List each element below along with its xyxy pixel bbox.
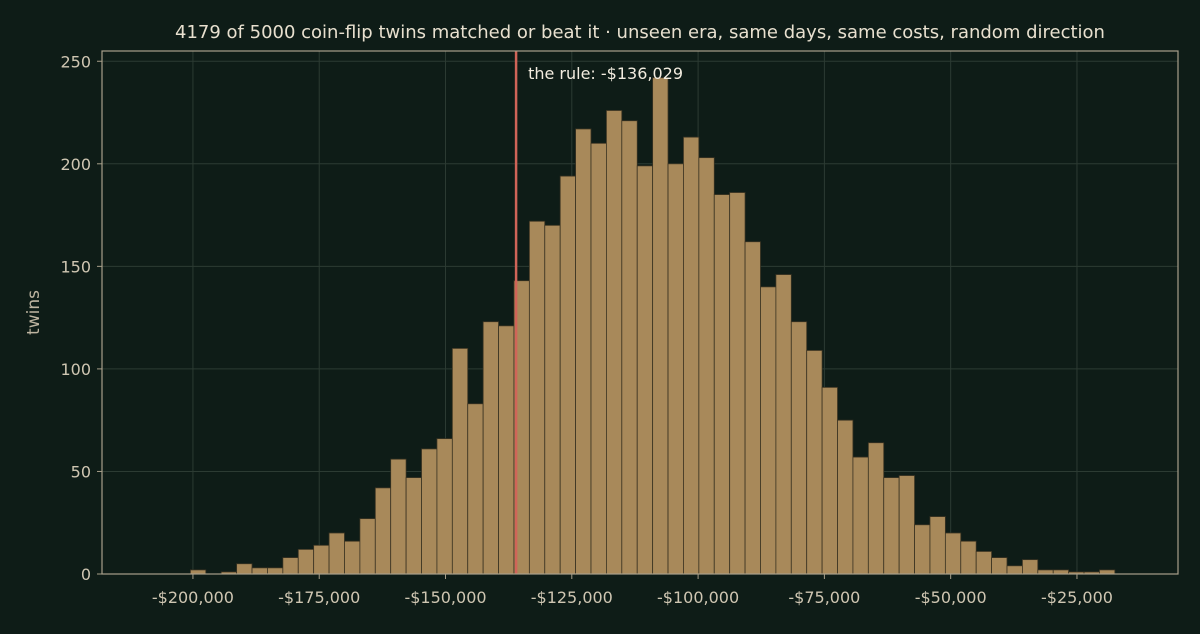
histogram-bar	[405, 477, 422, 575]
x-tick-label-3: -$125,000	[531, 588, 613, 607]
histogram-bar	[775, 274, 792, 575]
y-tick-label-2: 100	[60, 360, 91, 379]
histogram-bar	[451, 347, 469, 575]
x-tick-label-4: -$100,000	[657, 588, 739, 607]
plot-frame	[101, 50, 1179, 575]
histogram-bar	[606, 110, 623, 575]
grid-lines	[102, 51, 1178, 575]
histogram-bar	[421, 448, 438, 575]
histogram-bar	[436, 438, 453, 575]
histogram-bar	[467, 403, 484, 575]
x-axis-ticks: -$200,000 -$175,000 -$150,000 -$125,000 -$10…	[152, 574, 1113, 607]
histogram-bar	[1006, 565, 1023, 575]
histogram-bar	[852, 456, 869, 575]
x-tick-label-7: -$25,000	[1041, 588, 1113, 607]
histogram-bar	[528, 220, 546, 575]
histogram-bar	[559, 175, 576, 575]
x-tick-label-6: -$50,000	[915, 588, 987, 607]
histogram-bar	[883, 477, 900, 575]
histogram-bar	[251, 567, 268, 575]
y-tick-label-4: 200	[60, 155, 91, 174]
histogram-bar	[652, 77, 669, 575]
histogram-bar	[867, 442, 885, 575]
y-axis-ticks: 0 50 100 150 200 250	[60, 52, 102, 584]
histogram-bar	[267, 567, 284, 575]
histogram-bar	[1037, 569, 1054, 575]
x-tick-label-0: -$200,000	[152, 588, 234, 607]
histogram-bar	[790, 321, 808, 575]
histogram-bar	[837, 419, 854, 575]
x-tick-label-5: -$75,000	[788, 588, 860, 607]
histogram-bar	[713, 194, 731, 575]
histogram-bar	[359, 518, 376, 575]
y-tick-label-0: 0	[81, 565, 91, 584]
histogram-bar	[821, 386, 838, 575]
histogram-bar	[313, 544, 330, 575]
histogram-bar	[344, 540, 361, 575]
histogram-bar	[390, 458, 407, 575]
histogram-bar	[575, 128, 592, 575]
histogram-bar	[374, 487, 392, 575]
x-tick-label-2: -$150,000	[404, 588, 486, 607]
rule-marker: the rule: -$136,029	[514, 51, 683, 574]
histogram-bar	[1099, 569, 1116, 575]
histogram-bar	[760, 286, 777, 575]
histogram-bar	[667, 163, 684, 575]
histogram-bar	[698, 157, 715, 575]
histogram-bar	[944, 532, 962, 575]
histogram-bar	[914, 524, 931, 575]
histogram-bar	[498, 325, 515, 575]
histogram-bar	[975, 551, 992, 575]
histogram-bar	[960, 540, 977, 575]
histogram-bar	[683, 136, 700, 575]
histogram-bar	[297, 548, 315, 575]
y-tick-label-1: 50	[71, 462, 91, 481]
histogram-bar	[190, 569, 207, 575]
histogram-bar	[621, 120, 638, 575]
histogram-bar	[236, 563, 253, 575]
histogram-bar	[806, 350, 823, 575]
histogram-bar	[1052, 569, 1070, 575]
histogram-bar	[328, 532, 345, 575]
histogram-bar	[636, 165, 654, 575]
histogram-bar	[729, 192, 746, 575]
x-tick-label-1: -$175,000	[278, 588, 360, 607]
histogram-bars	[190, 77, 1116, 575]
chart-title: 4179 of 5000 coin-flip twins matched or …	[175, 22, 1105, 43]
y-tick-label-3: 150	[60, 257, 91, 276]
histogram-bar	[282, 557, 299, 575]
histogram-bar	[744, 241, 761, 575]
histogram-bar	[991, 557, 1008, 575]
histogram-bar	[544, 224, 561, 575]
histogram-bar	[898, 475, 915, 575]
y-tick-label-5: 250	[60, 52, 91, 71]
rule-marker-label: the rule: -$136,029	[528, 64, 683, 83]
histogram-bar	[482, 321, 499, 575]
histogram-bar	[929, 516, 946, 575]
y-axis-label: twins	[24, 290, 44, 335]
histogram-bar	[590, 142, 607, 575]
histogram-bar	[1022, 559, 1039, 575]
